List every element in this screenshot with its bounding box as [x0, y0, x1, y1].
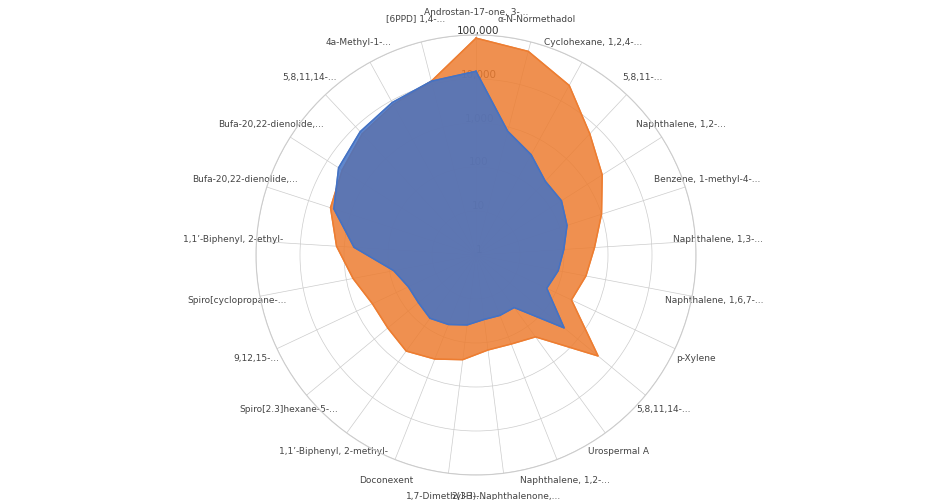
Polygon shape	[334, 72, 567, 328]
Polygon shape	[330, 38, 603, 360]
